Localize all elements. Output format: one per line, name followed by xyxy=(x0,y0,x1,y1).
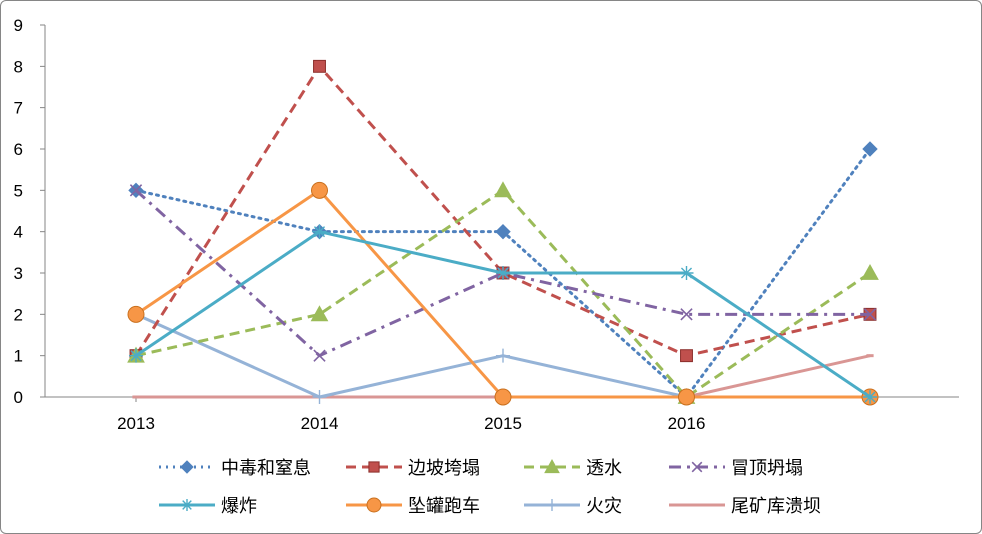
y-tick-label: 5 xyxy=(14,181,23,200)
data-point xyxy=(496,348,510,363)
data-point xyxy=(311,181,328,199)
data-point xyxy=(863,308,877,321)
legend-label: 爆炸 xyxy=(221,496,257,517)
data-point xyxy=(861,263,879,280)
legend-label: 边坡垮塌 xyxy=(408,458,480,479)
legend-item: 冒顶坍塌 xyxy=(669,458,803,479)
y-tick-label: 9 xyxy=(14,16,23,35)
x-tick-label: 2016 xyxy=(668,414,706,433)
legend-swatch-marker xyxy=(181,499,193,511)
data-point xyxy=(129,184,143,197)
legend-item: 尾矿库溃坝 xyxy=(669,496,821,517)
data-point xyxy=(310,305,329,322)
data-point xyxy=(863,390,877,404)
legend-swatch-marker xyxy=(180,460,194,474)
data-point xyxy=(129,348,143,363)
series-line xyxy=(135,188,870,399)
legend-label: 冒顶坍塌 xyxy=(731,458,803,479)
series-line xyxy=(134,64,871,358)
legend-label: 中毒和窒息 xyxy=(221,458,311,479)
legend-swatch-marker xyxy=(691,461,703,473)
data-point xyxy=(312,224,327,239)
data-point xyxy=(127,305,145,323)
x-tick-label: 2015 xyxy=(484,414,522,433)
series-3 xyxy=(127,181,879,404)
data-point xyxy=(495,223,511,240)
legend-item: 爆炸 xyxy=(159,496,257,517)
legend-label: 透水 xyxy=(586,458,622,479)
data-point xyxy=(313,59,326,73)
x-tick-label: 2013 xyxy=(117,414,155,433)
y-tick-label: 4 xyxy=(14,223,23,242)
y-tick-label: 0 xyxy=(14,388,23,407)
legend-item: 火灾 xyxy=(524,496,622,517)
legend-label: 火灾 xyxy=(586,496,622,517)
data-point xyxy=(679,266,694,280)
y-tick-label: 1 xyxy=(14,347,23,366)
y-tick-label: 6 xyxy=(14,140,23,159)
legend-item: 边坡垮塌 xyxy=(346,458,480,479)
legend-label: 坠罐跑车 xyxy=(408,496,480,517)
data-point xyxy=(678,388,695,406)
legend-swatch-marker xyxy=(368,461,380,473)
y-tick-label: 3 xyxy=(14,264,23,283)
data-point xyxy=(313,349,326,362)
series-6 xyxy=(127,181,879,406)
y-tick-label: 7 xyxy=(14,99,23,118)
series-line xyxy=(135,188,871,399)
y-tick-label: 2 xyxy=(14,305,23,324)
data-point xyxy=(680,349,693,363)
data-point xyxy=(494,388,512,406)
data-point xyxy=(494,181,512,198)
data-point xyxy=(680,308,693,321)
legend-swatch-marker xyxy=(366,497,382,513)
series-2 xyxy=(129,59,877,363)
x-tick-label: 2014 xyxy=(301,414,339,433)
legend-item: 透水 xyxy=(524,458,622,479)
data-point xyxy=(312,390,327,404)
legend-item: 坠罐跑车 xyxy=(346,496,480,517)
series-5 xyxy=(129,224,877,404)
legend-label: 尾矿库溃坝 xyxy=(731,496,821,517)
data-point xyxy=(496,266,510,280)
legend-item: 中毒和窒息 xyxy=(159,458,311,479)
y-tick-label: 8 xyxy=(14,57,23,76)
legend-swatch-marker xyxy=(546,499,558,511)
data-point xyxy=(862,141,878,157)
legend-swatch-marker xyxy=(544,458,560,474)
series-line xyxy=(134,189,870,358)
